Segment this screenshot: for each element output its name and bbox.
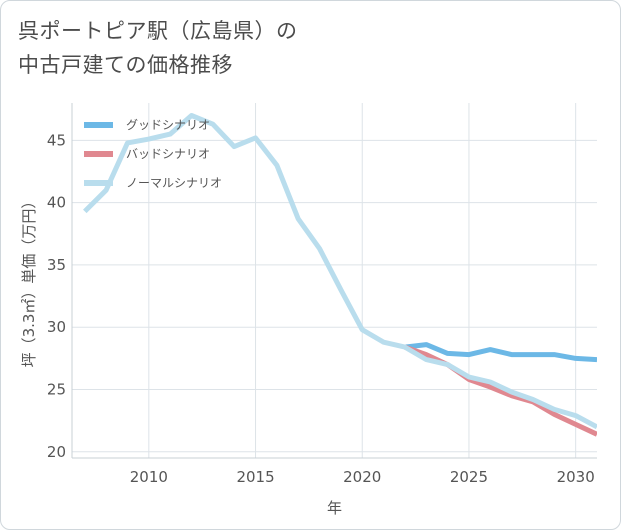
y-tick-label: 20 — [47, 443, 66, 461]
x-axis-title: 年 — [327, 499, 342, 517]
chart-title: 呉ポートピア駅（広島県）の 中古戸建ての価格推移 — [18, 14, 438, 82]
x-tick-label: 2015 — [236, 468, 274, 486]
y-tick-label: 25 — [47, 380, 66, 398]
x-tick-label: 2030 — [557, 468, 595, 486]
series-line-0 — [404, 342, 597, 363]
series-layer — [83, 113, 597, 437]
y-tick-label: 40 — [47, 194, 66, 212]
legend-label: グッドシナリオ — [126, 118, 210, 132]
x-tick-label: 2020 — [343, 468, 381, 486]
legend-label: ノーマルシナリオ — [126, 176, 222, 190]
series-line-2 — [83, 113, 597, 430]
y-axis-title: 坪（3.3㎡）単価（万円） — [20, 194, 38, 368]
x-tick-label: 2010 — [130, 468, 168, 486]
chart-title-line1: 呉ポートピア駅（広島県）の — [18, 19, 298, 43]
chart-title-line2: 中古戸建ての価格推移 — [18, 53, 233, 77]
y-tick-label: 45 — [47, 131, 66, 149]
y-tick-label: 35 — [47, 256, 66, 274]
x-tick-label: 2025 — [450, 468, 488, 486]
legend-label: バッドシナリオ — [126, 147, 210, 161]
y-tick-label: 30 — [47, 318, 66, 336]
grid — [71, 103, 597, 459]
